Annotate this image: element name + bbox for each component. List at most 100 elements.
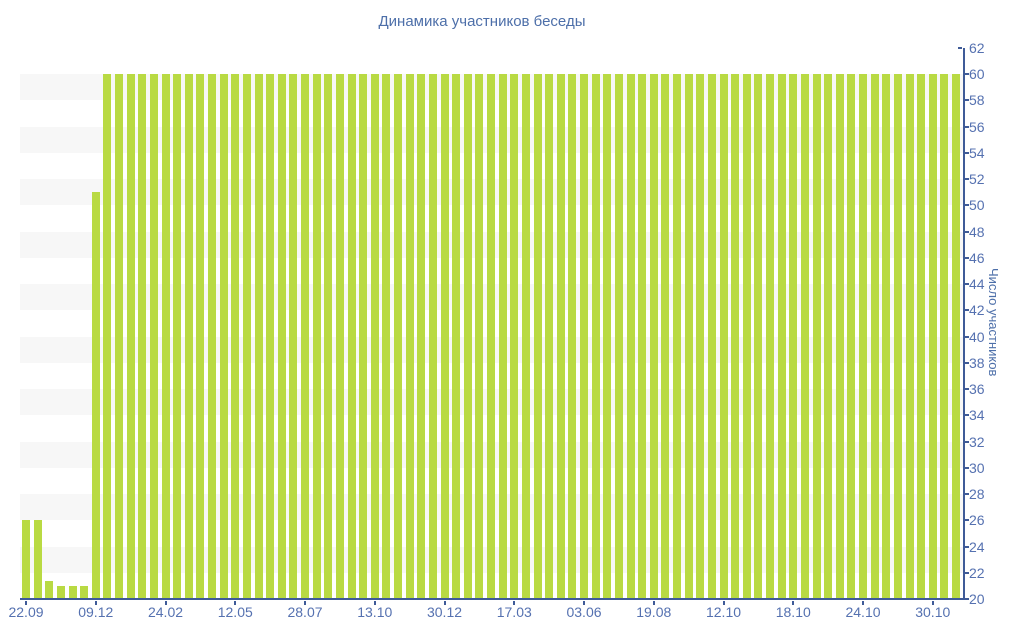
x-tick xyxy=(94,601,97,605)
bar xyxy=(789,74,798,599)
bar xyxy=(266,74,275,599)
x-tick xyxy=(164,601,167,605)
bar xyxy=(277,74,286,599)
x-tick-label: 12.10 xyxy=(705,604,742,620)
bar xyxy=(45,580,54,599)
bar xyxy=(394,74,402,599)
x-tick xyxy=(583,601,585,605)
x-tick-label: 13.10 xyxy=(357,604,393,620)
bar xyxy=(301,74,309,599)
bar xyxy=(719,74,728,599)
x-tick xyxy=(931,601,934,605)
y-tick xyxy=(965,388,969,391)
x-tick-label: 30.10 xyxy=(915,604,951,620)
bar xyxy=(91,192,100,599)
y-tick xyxy=(965,466,969,469)
bar xyxy=(254,74,263,599)
x-tick xyxy=(513,601,516,605)
y-tick xyxy=(965,73,969,76)
y-tick-label: 44 xyxy=(969,276,985,293)
bar xyxy=(917,74,926,599)
x-tick xyxy=(652,601,655,605)
bar xyxy=(568,74,577,599)
bar xyxy=(312,74,321,599)
x-tick-label: 18.10 xyxy=(775,604,811,620)
bar xyxy=(68,585,77,599)
y-tick xyxy=(965,204,969,207)
y-tick xyxy=(965,493,969,496)
bar xyxy=(905,74,914,599)
bar xyxy=(580,74,588,599)
bar xyxy=(324,74,333,599)
y-tick-label: 36 xyxy=(969,381,985,398)
y-tick-label: 48 xyxy=(969,223,985,240)
bar xyxy=(766,74,774,599)
bar xyxy=(359,74,368,599)
bar xyxy=(870,74,879,599)
bar xyxy=(417,74,426,599)
bar xyxy=(835,74,844,599)
bar xyxy=(638,74,647,599)
bar xyxy=(498,74,507,599)
y-tick-label: 62 xyxy=(969,40,985,56)
bar xyxy=(161,74,170,599)
y-tick-label: 60 xyxy=(969,66,985,83)
bar xyxy=(184,74,193,599)
y-tick-label: 50 xyxy=(969,197,985,214)
bar xyxy=(893,74,902,599)
bar xyxy=(859,74,867,599)
y-tick xyxy=(965,256,969,259)
x-tick-label: 19.08 xyxy=(636,604,672,620)
bar xyxy=(126,74,135,599)
bar xyxy=(370,74,379,599)
y-tick xyxy=(965,178,969,181)
bar xyxy=(289,74,298,599)
bar xyxy=(173,74,182,599)
bar xyxy=(242,74,251,599)
bar xyxy=(940,74,949,599)
bar xyxy=(382,74,391,599)
bar xyxy=(812,74,821,599)
bar xyxy=(614,74,623,599)
y-tick-label: 58 xyxy=(969,92,985,109)
y-tick xyxy=(965,335,969,338)
y-axis-line xyxy=(963,48,965,600)
x-tick-label: 17.03 xyxy=(496,604,532,620)
bar xyxy=(824,74,833,599)
x-tick xyxy=(373,601,376,605)
y-tick xyxy=(965,361,969,364)
y-tick xyxy=(965,598,969,600)
bar xyxy=(556,74,565,599)
bar xyxy=(545,74,554,599)
bar xyxy=(754,74,763,599)
x-tick xyxy=(25,601,27,605)
x-tick-label: 24.02 xyxy=(147,604,184,620)
x-tick xyxy=(722,601,725,605)
bar xyxy=(56,585,65,599)
bar xyxy=(138,74,147,599)
y-tick xyxy=(965,99,969,102)
bar xyxy=(696,74,705,599)
y-tick-label: 42 xyxy=(969,302,985,319)
bar xyxy=(487,74,495,599)
x-tick-label: 03.06 xyxy=(566,604,602,620)
bar xyxy=(231,74,240,599)
y-tick-label: 34 xyxy=(969,407,985,424)
bar xyxy=(603,74,612,599)
y-tick-label: 22 xyxy=(969,564,985,581)
chart-title: Динамика участников беседы xyxy=(378,13,586,30)
x-tick xyxy=(304,601,306,605)
x-tick-label: 30.12 xyxy=(426,604,463,620)
x-tick-label: 28.07 xyxy=(287,604,323,620)
y-tick xyxy=(965,125,969,128)
bar xyxy=(510,74,519,599)
bar xyxy=(33,520,42,599)
bar xyxy=(452,74,461,599)
y-tick-label: 20 xyxy=(969,591,985,607)
x-tick-label: 24.10 xyxy=(845,604,881,620)
bar xyxy=(347,74,356,599)
bar xyxy=(475,74,484,599)
y-tick-label: 52 xyxy=(969,171,985,188)
